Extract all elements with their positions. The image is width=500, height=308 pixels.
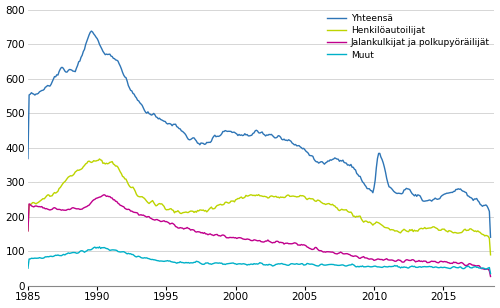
Jalankulkijat ja polkupyöräilijät [316, 248, 322, 252]
Muut [96, 245, 102, 249]
Muut [437, 266, 443, 270]
Yhteensä [266, 132, 272, 136]
Jalankulkijat ja polkupyöräilijät [273, 240, 279, 243]
Henkilöautoilijat [96, 157, 102, 161]
Jalankulkijat ja polkupyöräilijät [437, 260, 443, 264]
Jalankulkijat ja polkupyöräilijät [488, 275, 494, 278]
Jalankulkijat ja polkupyöräilijät [406, 258, 411, 262]
Yhteensä [88, 29, 94, 33]
Yhteensä [488, 235, 494, 239]
Line: Jalankulkijat ja polkupyöräilijät: Jalankulkijat ja polkupyöräilijät [28, 195, 490, 277]
Yhteensä [406, 187, 411, 191]
Henkilöautoilijat [273, 194, 279, 198]
Henkilöautoilijat [82, 162, 88, 166]
Henkilöautoilijat [488, 253, 494, 257]
Legend: Yhteensä, Henkilöautoilijat, Jalankulkijat ja polkupyöräilijät, Muut: Yhteensä, Henkilöautoilijat, Jalankulkij… [323, 10, 494, 63]
Line: Yhteensä: Yhteensä [28, 31, 490, 237]
Yhteensä [25, 157, 31, 160]
Jalankulkijat ja polkupyöräilijät [101, 193, 107, 197]
Muut [406, 266, 411, 270]
Henkilöautoilijat [406, 230, 411, 233]
Line: Muut: Muut [28, 247, 490, 274]
Jalankulkijat ja polkupyöräilijät [82, 205, 88, 209]
Yhteensä [316, 161, 322, 165]
Yhteensä [273, 136, 279, 140]
Muut [273, 262, 279, 266]
Henkilöautoilijat [25, 229, 31, 233]
Yhteensä [437, 197, 443, 201]
Henkilöautoilijat [437, 229, 443, 232]
Henkilöautoilijat [316, 198, 322, 202]
Muut [316, 264, 322, 268]
Jalankulkijat ja polkupyöräilijät [266, 239, 272, 243]
Line: Henkilöautoilijat: Henkilöautoilijat [28, 159, 490, 255]
Henkilöautoilijat [266, 196, 272, 200]
Muut [266, 262, 272, 266]
Yhteensä [82, 43, 88, 47]
Muut [488, 272, 494, 275]
Muut [25, 266, 31, 270]
Muut [82, 249, 88, 253]
Jalankulkijat ja polkupyöräilijät [25, 229, 31, 233]
